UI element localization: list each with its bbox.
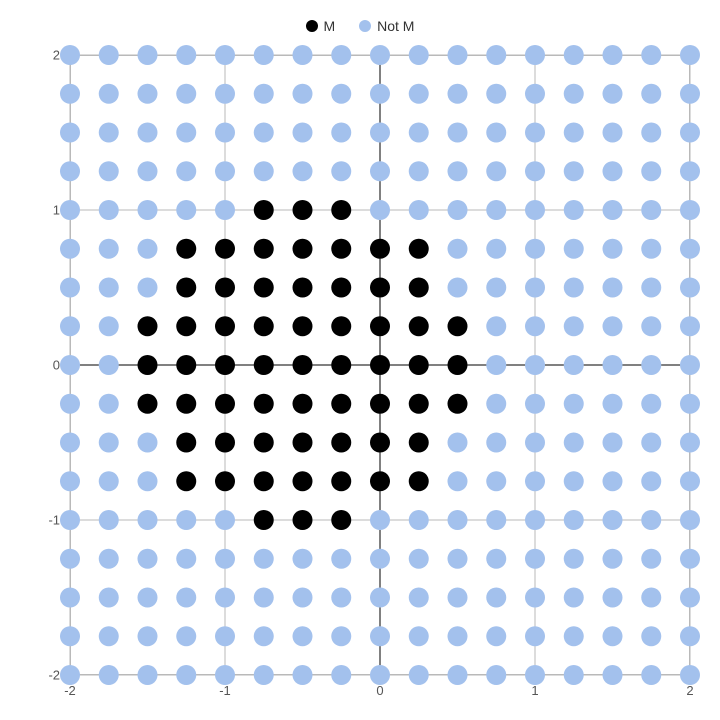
- y-tick-label: 1: [53, 203, 60, 218]
- x-tick-label: -1: [219, 683, 231, 698]
- chart-stage: M Not M -2 -2 -1 -1 0 0 1 1 2 2: [0, 0, 720, 720]
- plot-area: [70, 55, 690, 675]
- x-tick-label: -2: [64, 683, 76, 698]
- legend-label-notm: Not M: [377, 18, 414, 34]
- legend-swatch-m: [306, 20, 318, 32]
- legend-label-m: M: [324, 18, 336, 34]
- y-tick-label: 0: [53, 358, 60, 373]
- legend: M Not M: [0, 18, 720, 35]
- x-tick-label: 2: [686, 683, 693, 698]
- legend-item-m: M: [306, 18, 336, 34]
- legend-item-notm: Not M: [359, 18, 414, 34]
- legend-swatch-notm: [359, 20, 371, 32]
- x-tick-label: 0: [376, 683, 383, 698]
- y-tick-label: -2: [48, 668, 60, 683]
- y-tick-label: -1: [48, 513, 60, 528]
- plot-svg: [70, 55, 690, 675]
- x-tick-label: 1: [531, 683, 538, 698]
- y-tick-label: 2: [53, 48, 60, 63]
